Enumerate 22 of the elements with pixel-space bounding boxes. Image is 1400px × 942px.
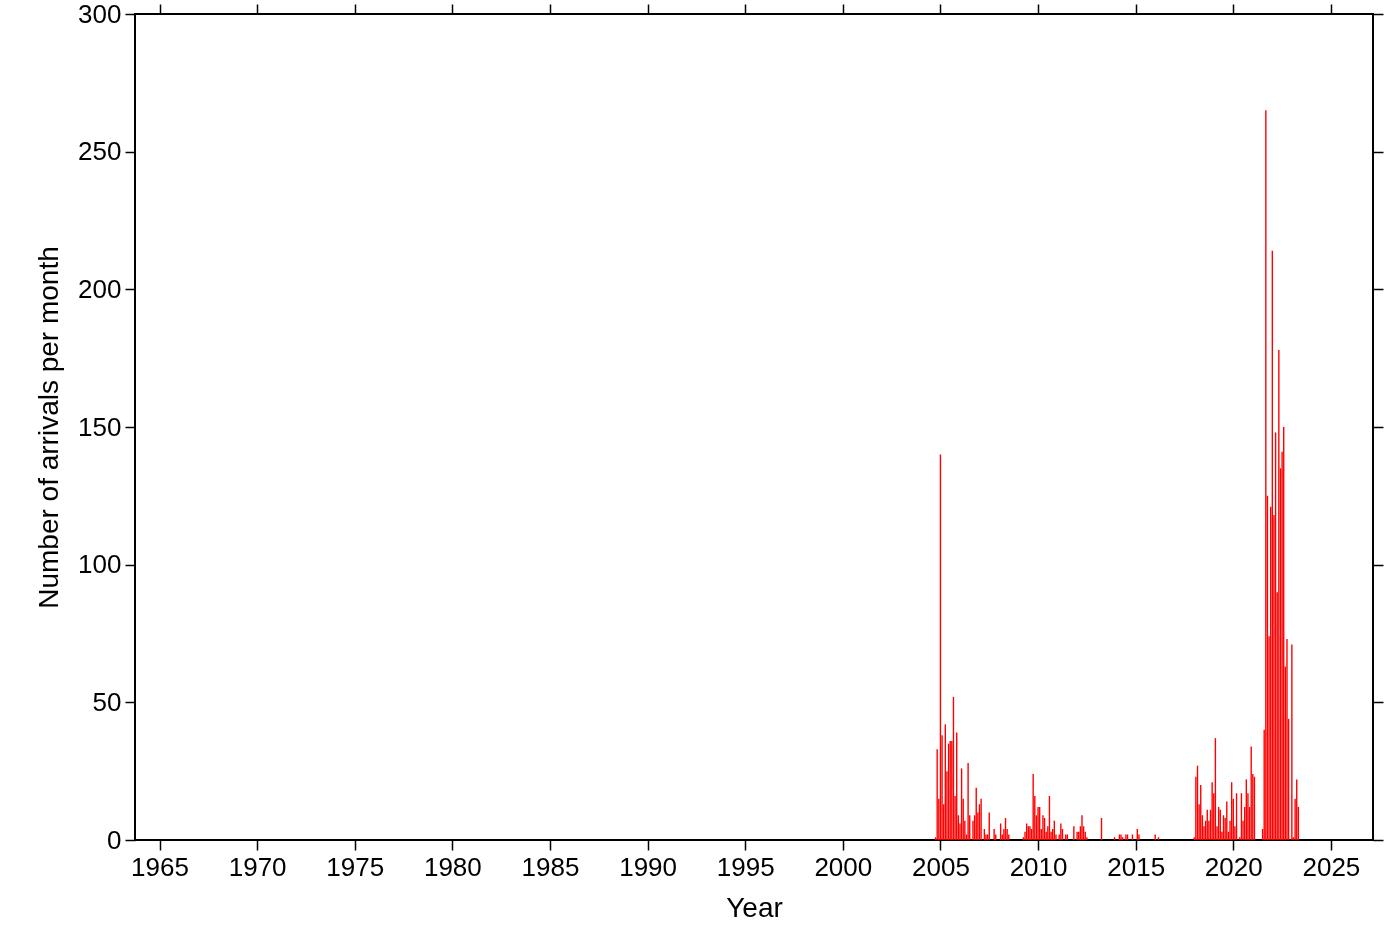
x-tick-label: 1965: [131, 851, 189, 882]
x-tick-label: 2015: [1107, 851, 1166, 882]
y-tick-label: 100: [78, 549, 122, 580]
y-axis-title: Number of arrivals per month: [33, 246, 65, 609]
y-tick-label: 200: [78, 273, 122, 304]
y-tick-label: 150: [78, 411, 122, 442]
x-tick-label: 1980: [423, 851, 482, 882]
x-axis-title: Year: [726, 891, 783, 923]
x-tick-label: 1985: [521, 851, 580, 882]
x-tick-label: 1970: [228, 851, 287, 882]
y-tick-label: 0: [107, 824, 122, 855]
x-tick-label: 2005: [912, 851, 970, 882]
x-tick-label: 1995: [716, 851, 775, 882]
x-tick-label: 2010: [1009, 851, 1068, 882]
x-tick-label: 1990: [619, 851, 678, 882]
y-tick-label: 50: [92, 686, 122, 717]
x-tick-label: 1975: [326, 851, 385, 882]
x-tick-label: 2000: [814, 851, 873, 882]
x-tick-label: 2025: [1302, 851, 1361, 882]
y-tick-label: 300: [78, 0, 122, 29]
y-tick-label: 250: [78, 136, 122, 167]
x-tick-label: 2020: [1204, 851, 1263, 882]
